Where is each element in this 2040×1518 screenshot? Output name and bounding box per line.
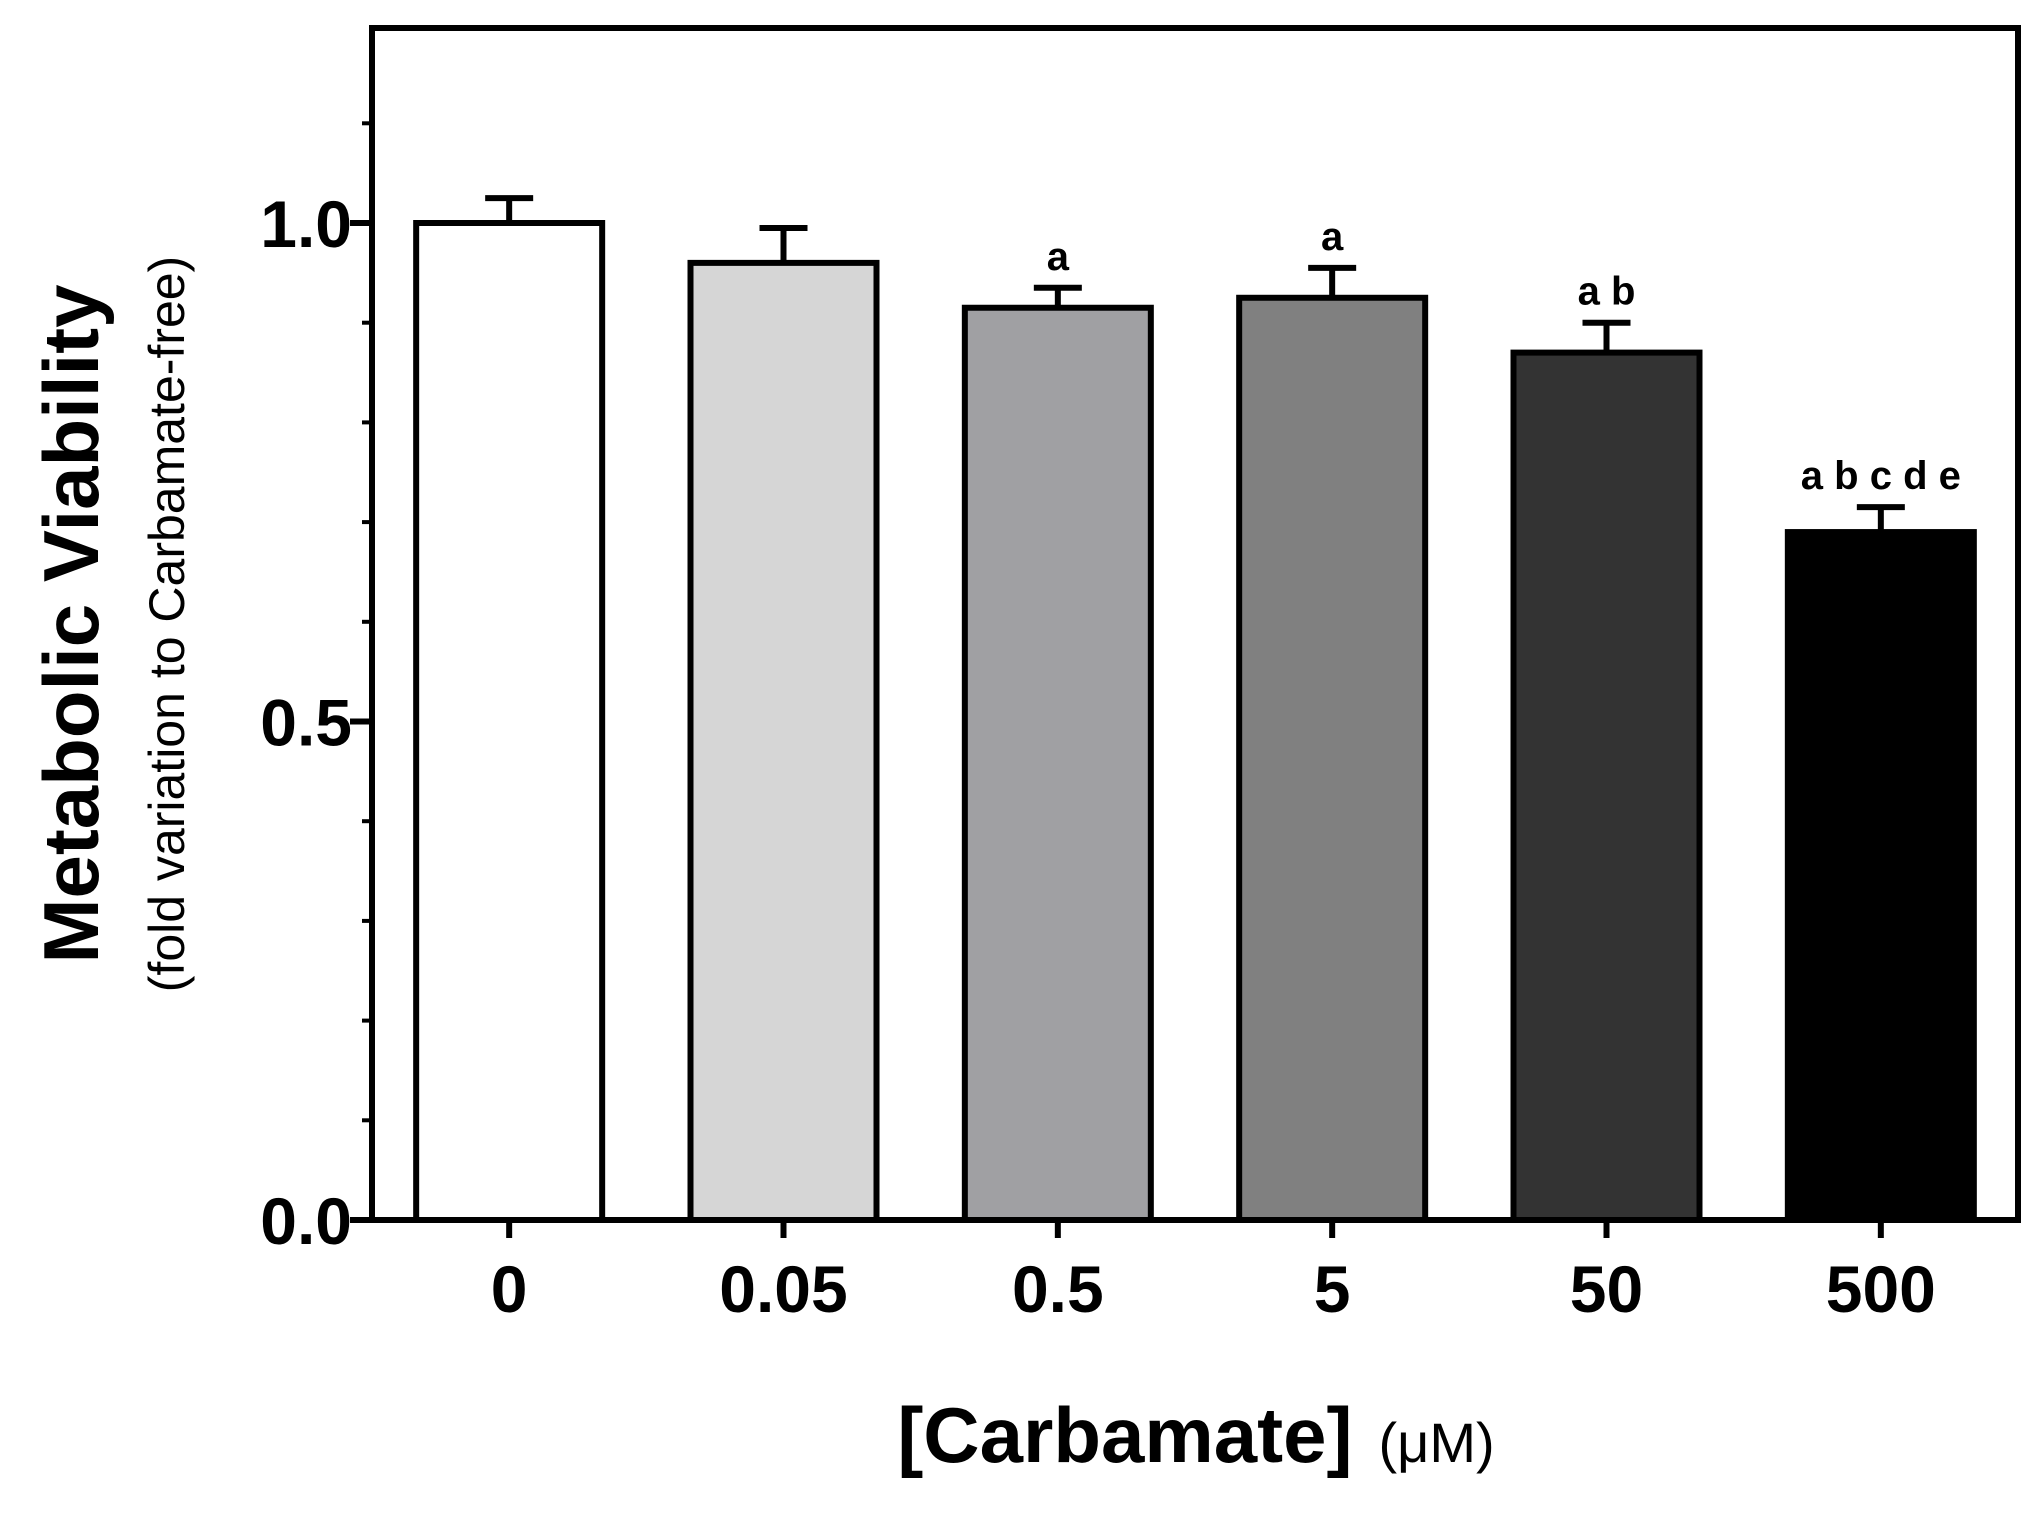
error-bar-0.5 (1033, 284, 1082, 308)
significance-label-500: a b c d e (1801, 454, 1961, 498)
x-axis-title-group: [Carbamate] (μM) (897, 1391, 1494, 1479)
y-tick-label-0.5: 0.5 (260, 686, 352, 760)
x-axis-title: [Carbamate] (897, 1391, 1352, 1479)
y-axis-title: Metabolic Viability (27, 284, 115, 963)
bar-0.05 (687, 259, 880, 1223)
bar-50 (1510, 349, 1703, 1223)
bars-layer (413, 220, 1977, 1223)
error-bar-0 (485, 195, 534, 223)
y-axis-subtitle: (fold variation to Carbamate-free) (139, 256, 195, 992)
error-bars-layer (485, 195, 1905, 533)
bar-500 (1784, 529, 1977, 1223)
x-tick-label-0.5: 0.5 (1012, 1252, 1104, 1326)
bar-0 (413, 220, 606, 1223)
y-tick-label-1.0: 1.0 (260, 187, 352, 261)
error-bar-0.05 (759, 224, 808, 263)
significance-label-50: a b (1578, 270, 1636, 314)
x-axis-unit: (μM) (1378, 1411, 1494, 1474)
x-tick-label-50: 50 (1570, 1252, 1643, 1326)
error-bar-500 (1856, 504, 1905, 533)
error-bar-50 (1582, 319, 1631, 353)
significance-label-5: a (1321, 215, 1344, 259)
x-axis: 0 0.05 0.5 5 50 500 (491, 1220, 1936, 1326)
x-tick-label-0.05: 0.05 (719, 1252, 847, 1326)
bar-0.5 (961, 304, 1154, 1223)
significance-label-0.5: a (1047, 235, 1070, 279)
y-tick-label-0.0: 0.0 (260, 1184, 352, 1258)
x-tick-label-500: 500 (1826, 1252, 1936, 1326)
bar-5 (1236, 294, 1429, 1223)
y-axis: 0.0 0.5 1.0 (260, 121, 372, 1258)
error-bar-5 (1308, 264, 1357, 298)
x-tick-label-5: 5 (1314, 1252, 1351, 1326)
x-tick-label-0: 0 (491, 1252, 528, 1326)
significance-labels: a a a b a b c d e (1047, 215, 1961, 498)
plot-frame (369, 25, 2021, 1223)
